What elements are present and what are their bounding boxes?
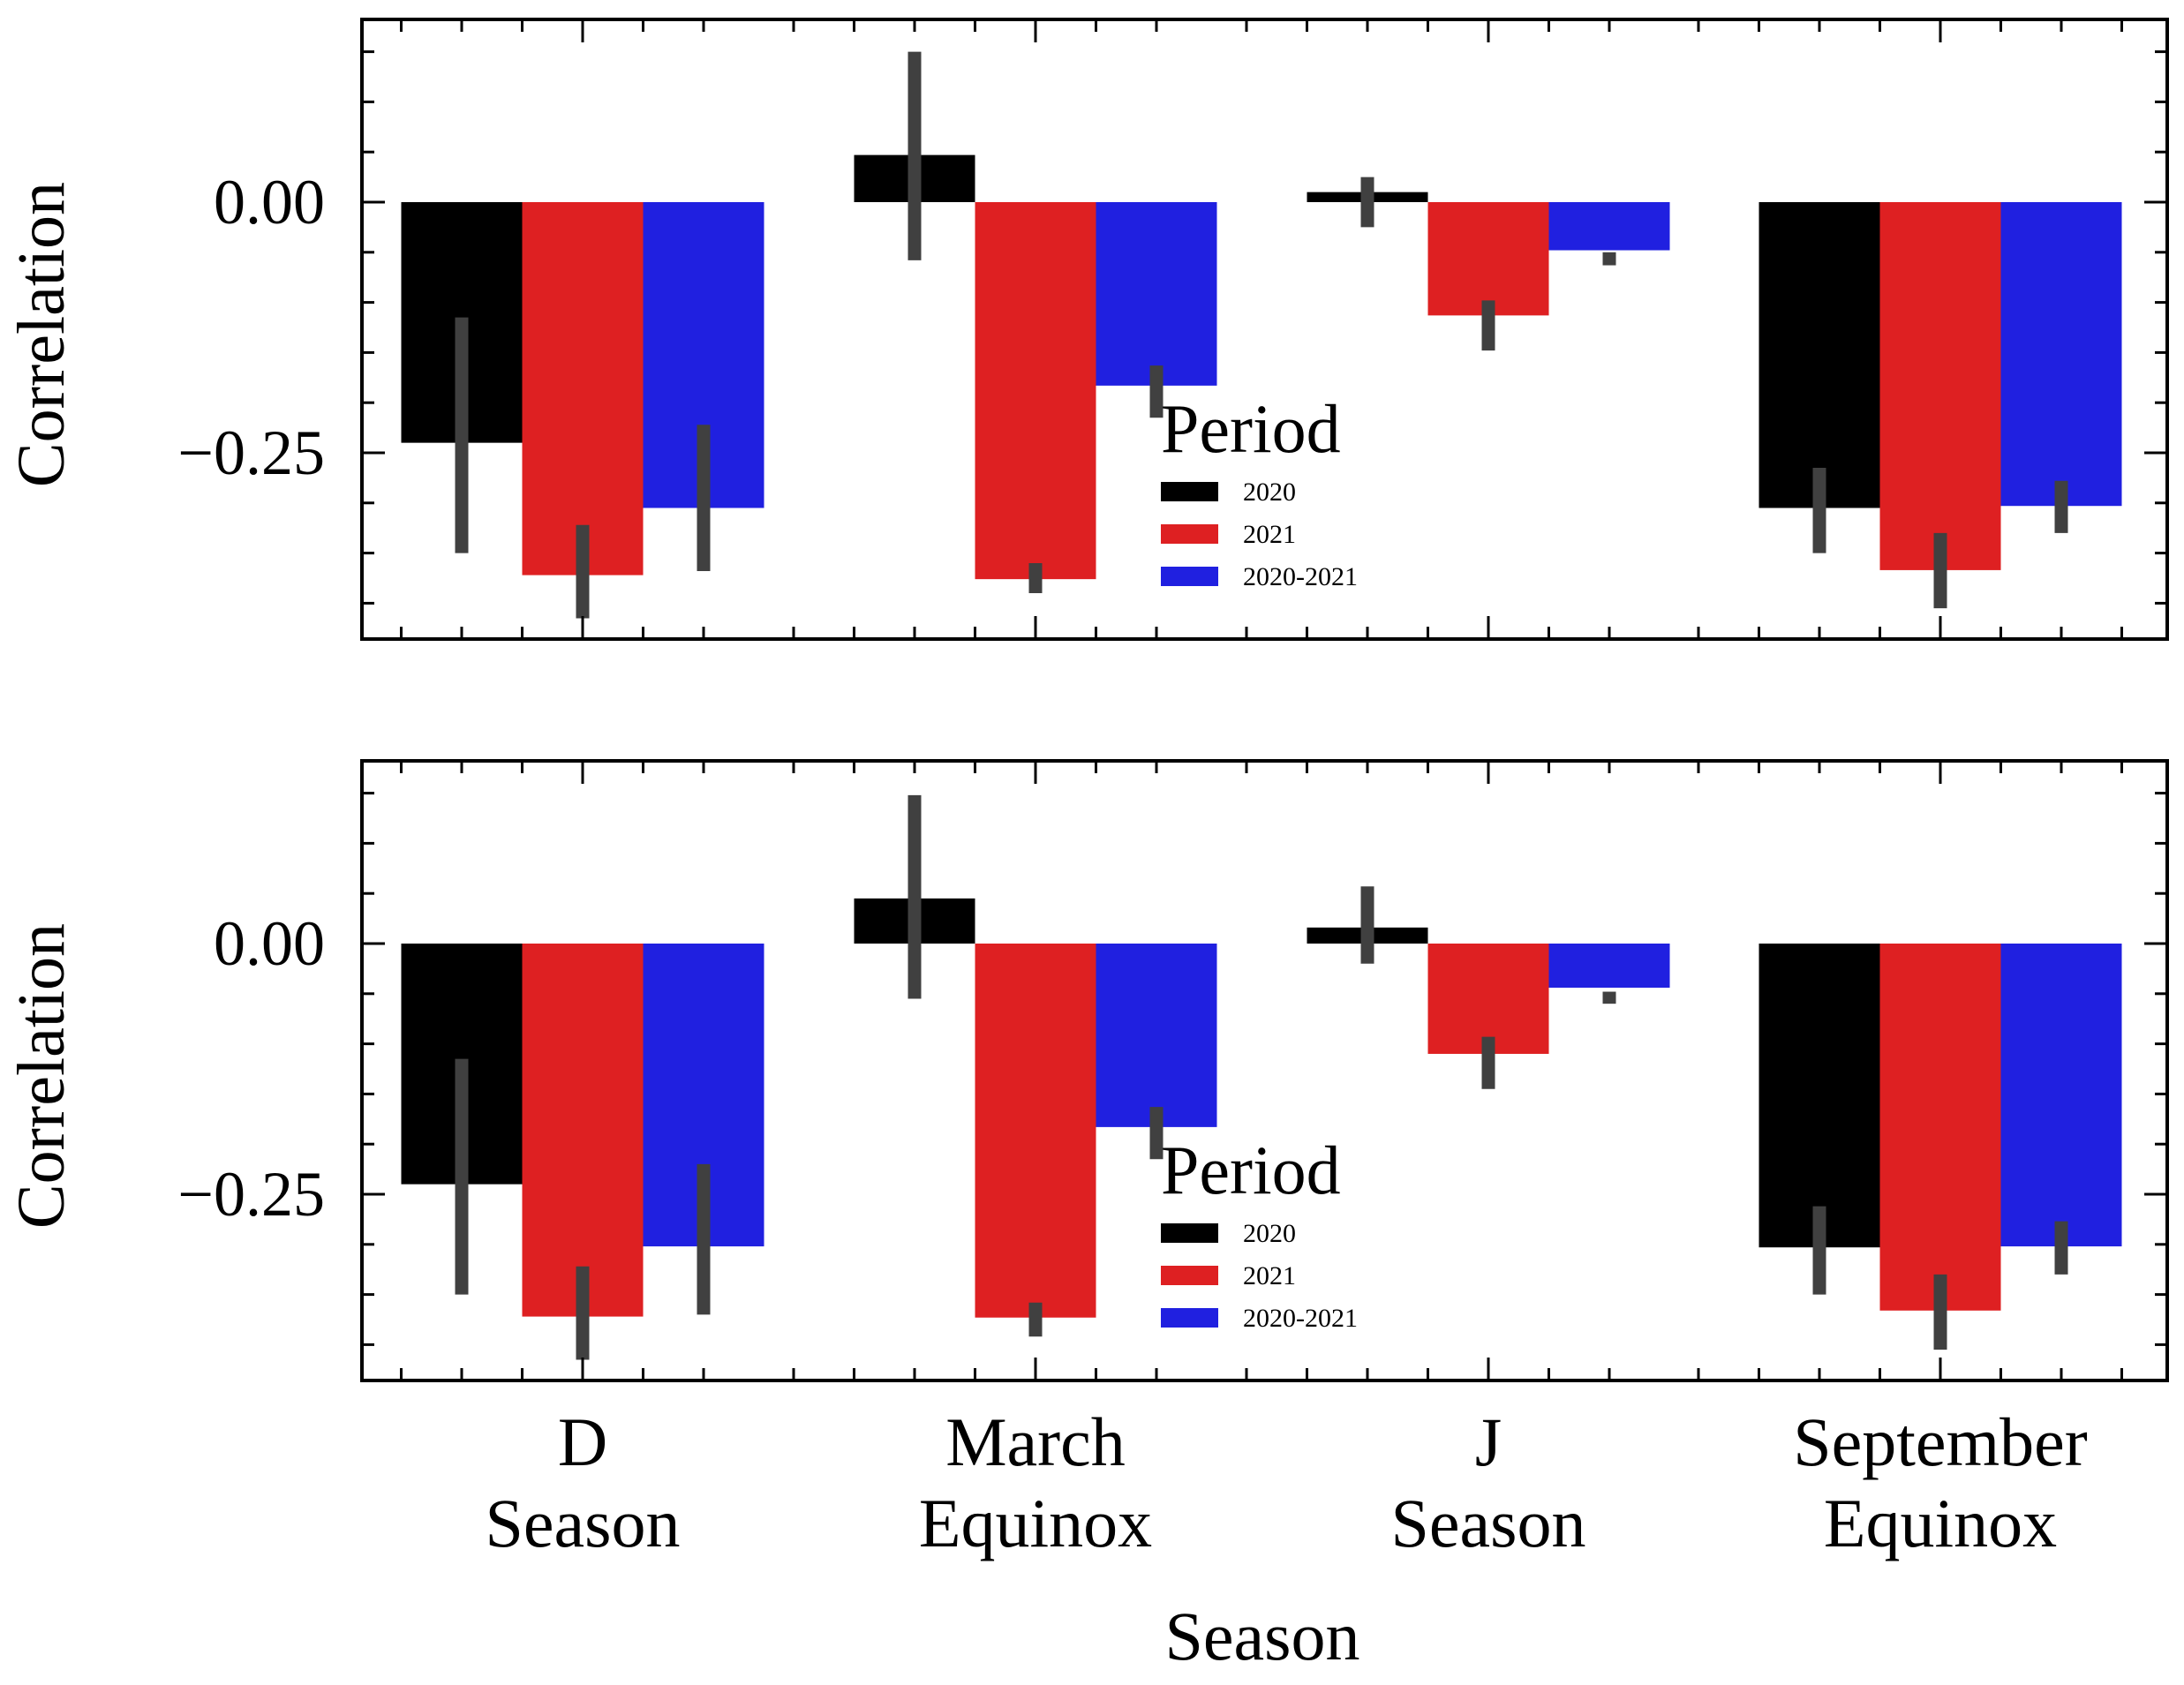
legend: Period 2020 2021 2020-2021 — [1161, 390, 1358, 591]
axes-frame — [360, 18, 2169, 641]
bottom-panel: 0.00 −0.25 Correlation Period 2020 2021 2020-2… — [4, 759, 2169, 1382]
bar-2021-september-equinox — [1879, 202, 2001, 570]
x-category-label: March — [945, 1403, 1126, 1480]
legend-title: Period — [1161, 390, 1341, 467]
x-category-label: Season — [486, 1485, 681, 1561]
bar-2021-d-season — [522, 944, 644, 1317]
x-category-label: Season — [1391, 1485, 1586, 1561]
legend-swatch-2020 — [1161, 482, 1218, 501]
y-tick-label: −0.25 — [177, 417, 325, 488]
x-category-label: Equinox — [919, 1485, 1152, 1561]
bar-2020-2021-september-equinox — [2000, 202, 2122, 507]
x-category-labels: DSeasonMarchEquinoxJSeasonSeptemberEquin… — [486, 1403, 2088, 1561]
y-tick-label: 0.00 — [214, 167, 325, 237]
legend-swatch-2020-2021 — [1161, 1308, 1218, 1328]
legend: Period 2020 2021 2020-2021 — [1161, 1132, 1358, 1333]
y-tick-label: −0.25 — [177, 1159, 325, 1230]
legend-title: Period — [1161, 1132, 1341, 1208]
legend-swatch-2021 — [1161, 524, 1218, 544]
legend-swatch-2021 — [1161, 1266, 1218, 1285]
y-tick-label: 0.00 — [214, 908, 325, 979]
legend-label-2020-2021: 2020-2021 — [1243, 1304, 1358, 1333]
legend-swatch-2020-2021 — [1161, 567, 1218, 586]
legend-label-2020-2021: 2020-2021 — [1243, 562, 1358, 591]
legend-label-2021: 2021 — [1243, 1261, 1296, 1290]
bar-2020-2021-september-equinox — [2000, 944, 2122, 1247]
bar-2021-j-season — [1427, 944, 1549, 1054]
legend-label-2020: 2020 — [1243, 478, 1296, 507]
x-category-label: September — [1793, 1403, 2088, 1480]
bar-2021-september-equinox — [1879, 944, 2001, 1311]
x-category-label: D — [558, 1403, 607, 1480]
x-category-label: Equinox — [1824, 1485, 2057, 1561]
bar-2021-j-season — [1427, 202, 1549, 316]
bar-2020-2021-j-season — [1548, 944, 1670, 988]
top-panel: 0.00 −0.25 Correlation Period 2020 2021 2020-2… — [4, 18, 2169, 641]
bar-2020-2021-march-equinox — [1096, 202, 1217, 386]
bar-2020-september-equinox — [1758, 202, 1880, 508]
legend-swatch-2020 — [1161, 1223, 1218, 1243]
y-axis-title: Correlation — [4, 182, 79, 487]
bar-2020-2021-march-equinox — [1096, 944, 1217, 1127]
bar-2021-d-season — [522, 202, 644, 575]
bar-2021-march-equinox — [975, 202, 1096, 580]
bar-2020-september-equinox — [1758, 944, 1880, 1248]
x-axis-title: Season — [1165, 1598, 1360, 1674]
legend-label-2021: 2021 — [1243, 520, 1296, 549]
y-axis-title: Correlation — [4, 923, 79, 1229]
legend-label-2020: 2020 — [1243, 1219, 1296, 1248]
bar-2020-2021-j-season — [1548, 202, 1670, 251]
bar-2021-march-equinox — [975, 944, 1096, 1318]
axes-frame — [360, 759, 2169, 1382]
x-category-label: J — [1475, 1403, 1502, 1480]
